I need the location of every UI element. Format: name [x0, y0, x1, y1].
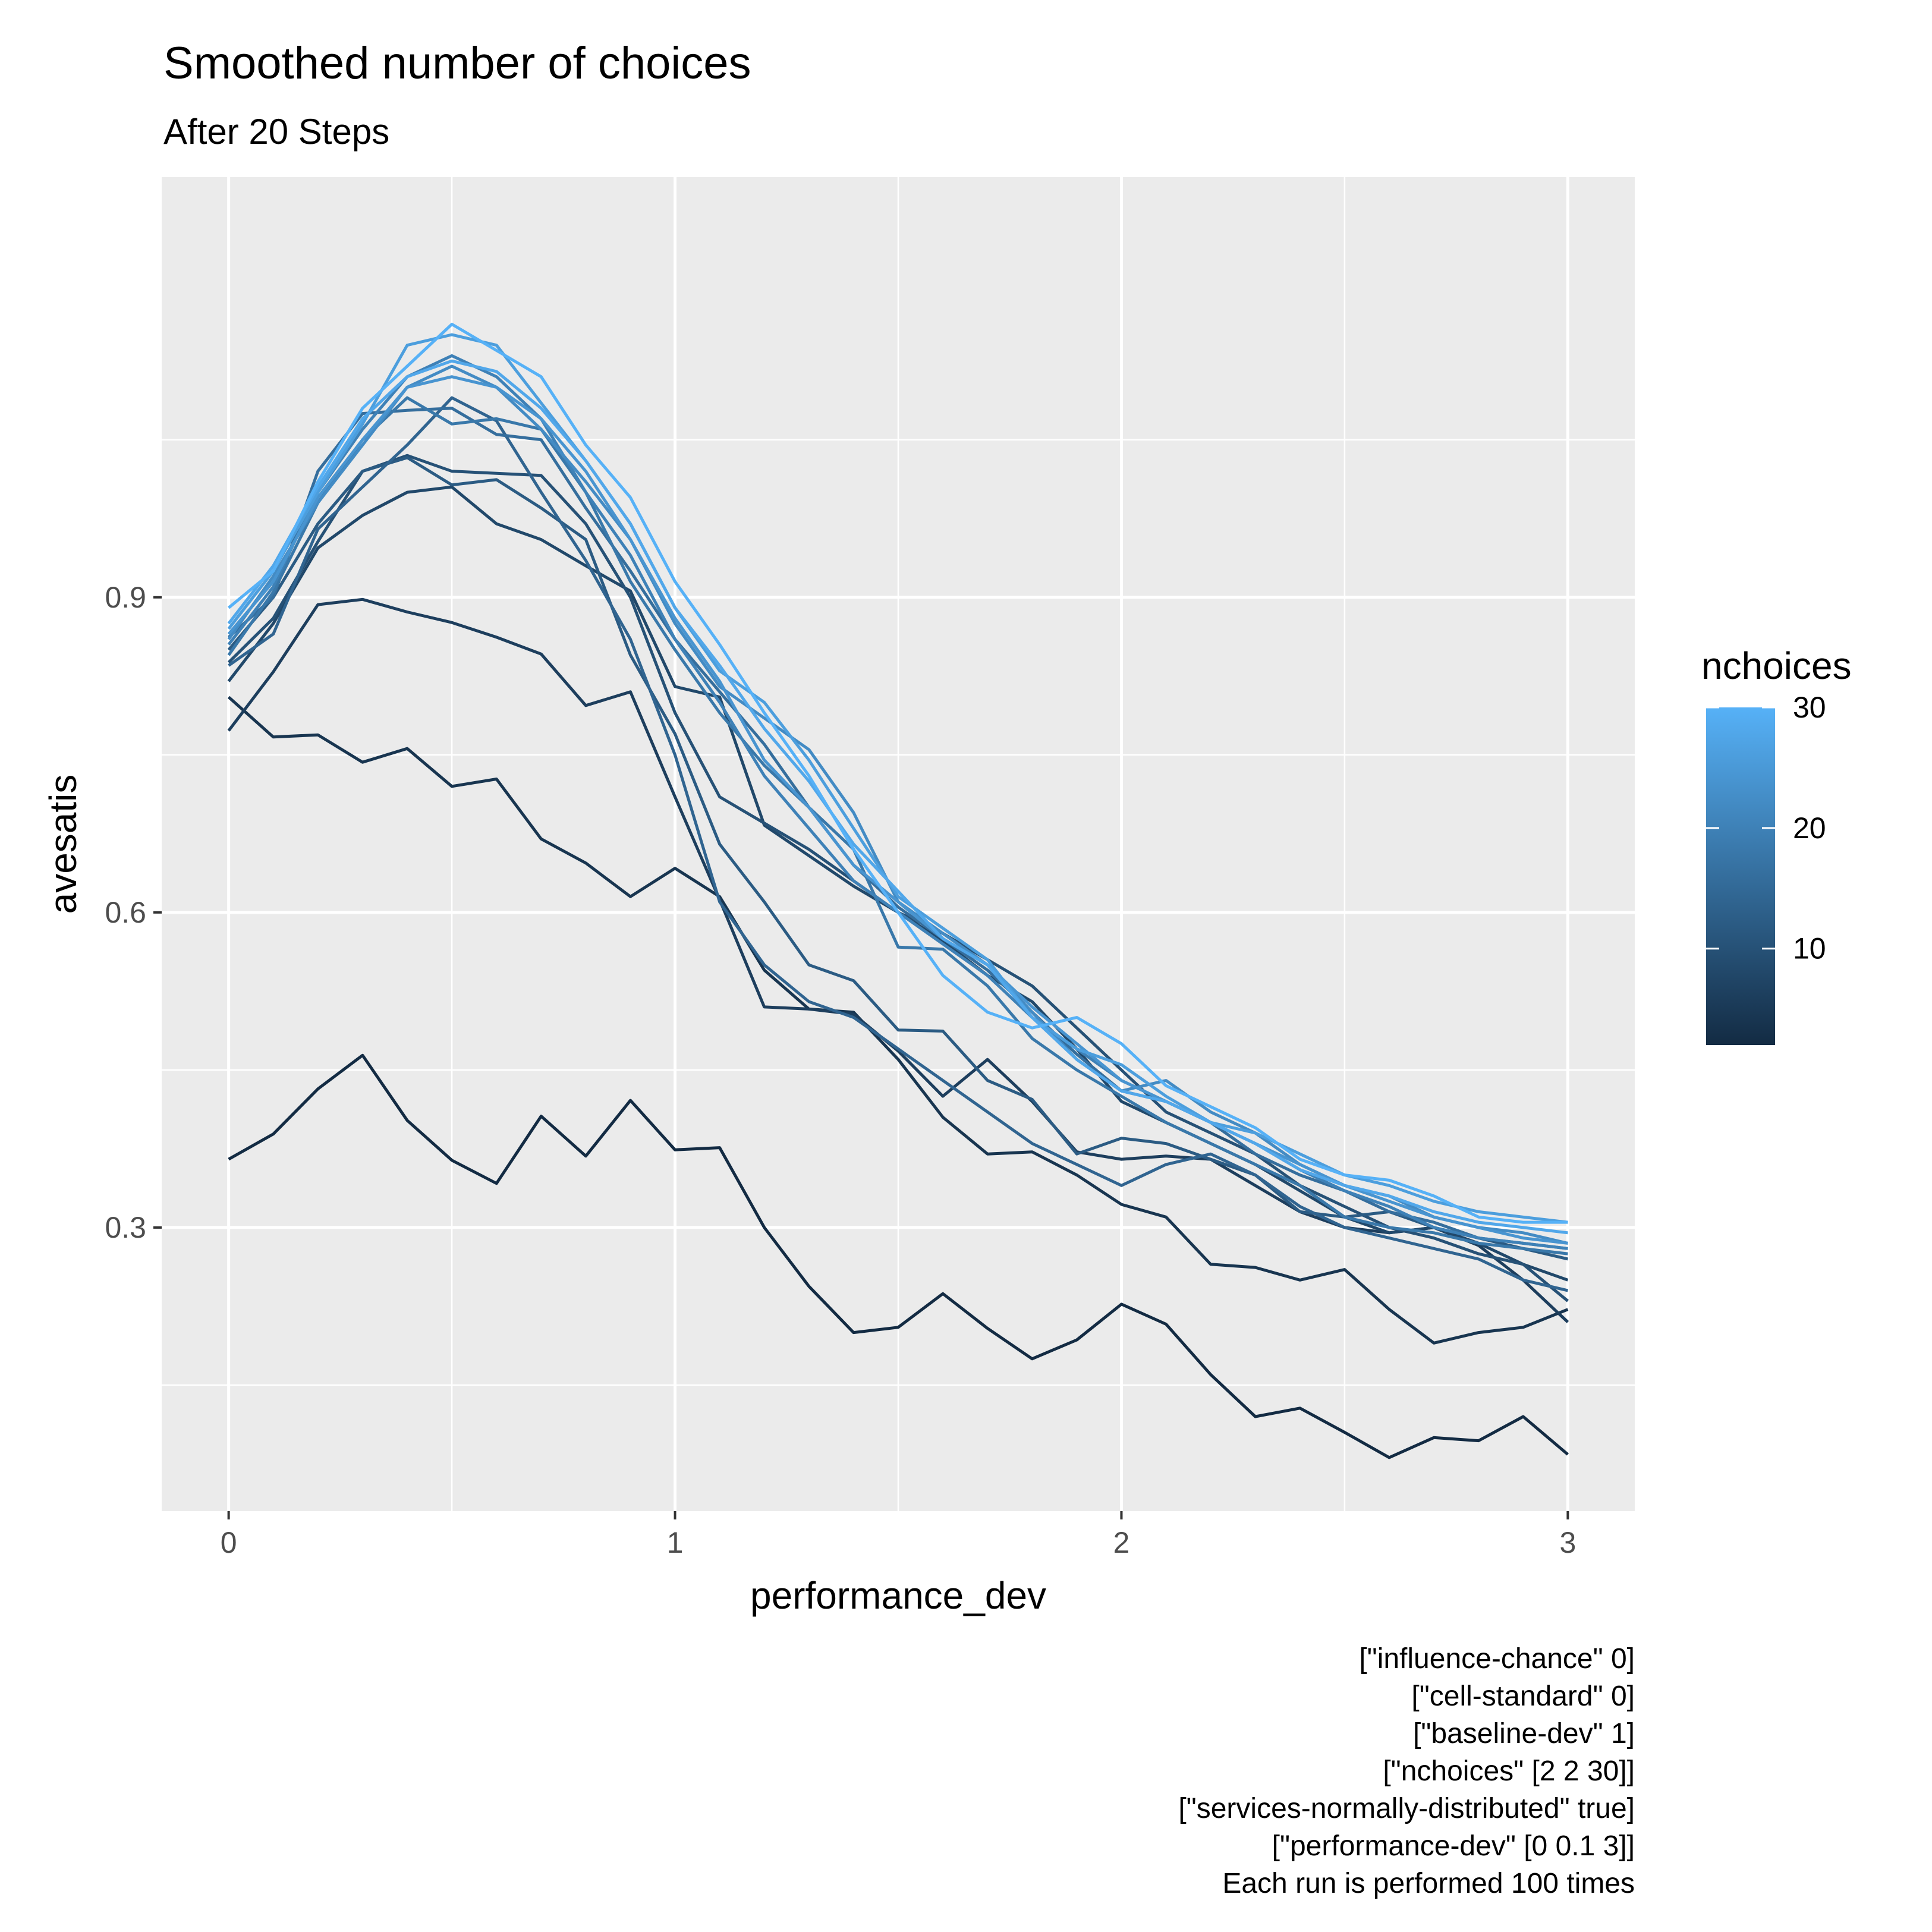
x-tick-label: 0: [221, 1526, 237, 1559]
x-tick-label: 2: [1113, 1526, 1130, 1559]
caption-line: ["cell-standard" 0]: [1411, 1681, 1635, 1712]
caption-line: ["influence-chance" 0]: [1359, 1643, 1635, 1675]
series-line-nchoices-30: [228, 322, 1568, 1224]
y-axis-title: avesatis: [42, 775, 84, 914]
y-axis: 0.3 0.6 0.9: [105, 581, 162, 1244]
caption-line: ["performance-dev" [0 0.1 3]]: [1272, 1830, 1635, 1862]
legend: nchoices 10 20 30: [1701, 644, 1852, 1045]
series-lines: [227, 322, 1569, 1459]
legend-tick-label: 10: [1793, 932, 1826, 965]
caption-line: ["baseline-dev" 1]: [1413, 1718, 1635, 1750]
chart-subtitle: After 20 Steps: [163, 112, 389, 152]
legend-title: nchoices: [1701, 644, 1852, 687]
legend-tick-label: 20: [1793, 811, 1826, 845]
series-line-nchoices-18: [227, 396, 1568, 1256]
series-line-nchoices-2: [228, 1053, 1569, 1459]
x-axis: 0 1 2 3: [221, 1511, 1576, 1559]
y-tick-label: 0.3: [105, 1211, 146, 1244]
caption: ["influence-chance" 0] ["cell-standard" 0…: [1178, 1643, 1635, 1899]
x-axis-title: performance_dev: [750, 1574, 1046, 1617]
caption-line: ["nchoices" [2 2 30]]: [1383, 1755, 1635, 1787]
series-line-nchoices-28: [227, 359, 1568, 1235]
y-tick-label: 0.9: [105, 581, 146, 614]
series-line-nchoices-14: [228, 396, 1568, 1292]
chart-title: Smoothed number of choices: [163, 38, 751, 89]
legend-colorbar: [1706, 707, 1775, 1045]
series-line-nchoices-4: [227, 696, 1569, 1345]
legend-tick-label: 30: [1793, 691, 1826, 724]
caption-line: ["services-normally-distributed" true]: [1178, 1793, 1635, 1824]
legend-ticks: 10 20 30: [1706, 691, 1826, 965]
x-tick-label: 3: [1559, 1526, 1576, 1559]
y-tick-label: 0.6: [105, 896, 146, 929]
caption-line: Each run is performed 100 times: [1222, 1868, 1635, 1899]
x-tick-label: 1: [667, 1526, 684, 1559]
